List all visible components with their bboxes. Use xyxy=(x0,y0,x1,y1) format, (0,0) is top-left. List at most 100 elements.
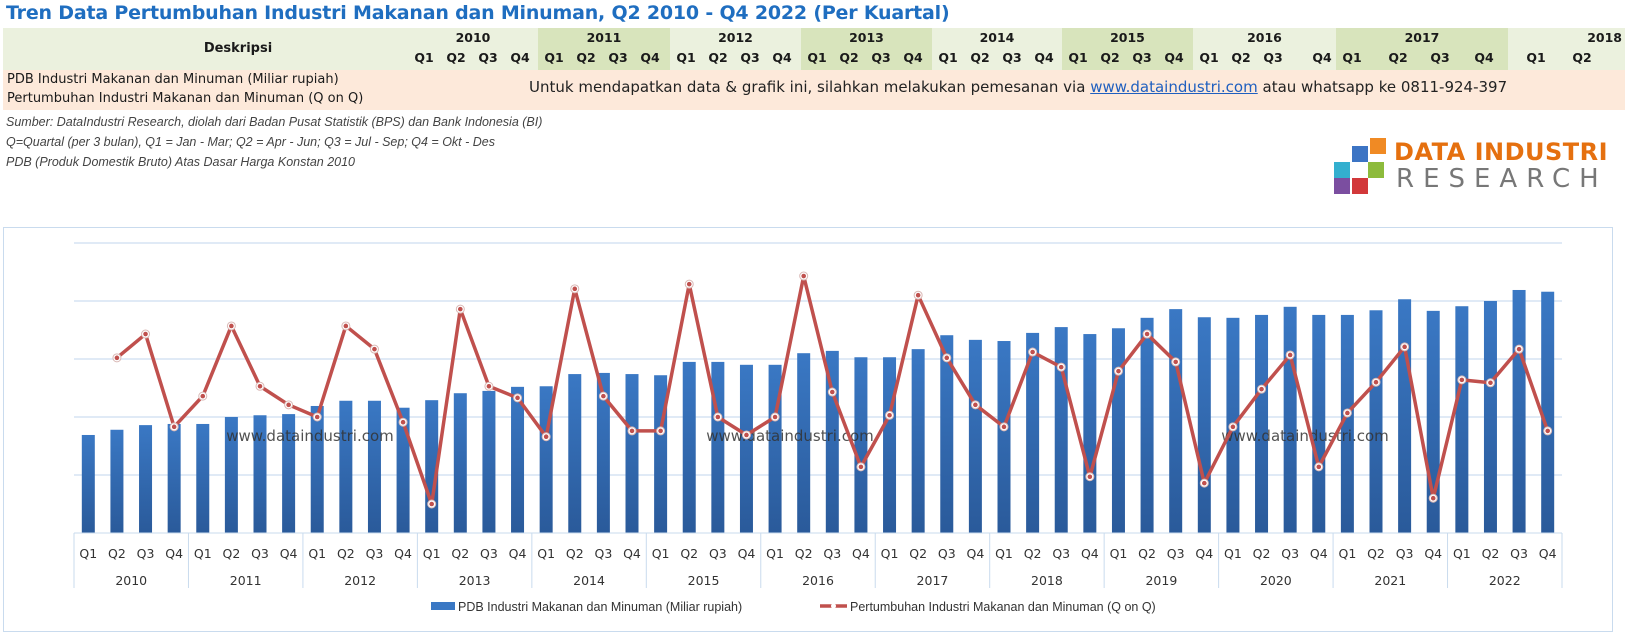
year-group-2018: 2018 Q1 Q2 xyxy=(1508,28,1622,70)
x-tick-label: Q1 xyxy=(995,546,1013,561)
x-tick-label: Q1 xyxy=(308,546,326,561)
x-tick-label: Q1 xyxy=(537,546,555,561)
x-tick-label: Q1 xyxy=(1453,546,1471,561)
x-tick-label: Q3 xyxy=(594,546,612,561)
bar xyxy=(482,390,496,533)
x-tick-label: Q3 xyxy=(1052,546,1070,561)
quarter-label: Q3 xyxy=(1002,50,1022,65)
growth-point-dot xyxy=(658,428,663,434)
year-tick-label: 2019 xyxy=(1145,573,1177,588)
quarter-label: Q1 xyxy=(1342,50,1362,65)
legend-line-label: Pertumbuhan Industri Makanan dan Minuman… xyxy=(850,600,1156,614)
growth-point-dot xyxy=(858,464,864,470)
quarter-label: Q2 xyxy=(576,50,596,65)
quarter-label: Q3 xyxy=(740,50,760,65)
year-tick-label: 2018 xyxy=(1031,573,1063,588)
growth-point-dot xyxy=(143,331,148,337)
quarter-label: Q1 xyxy=(676,50,696,65)
x-tick-label: Q2 xyxy=(1367,546,1385,561)
bar xyxy=(1255,314,1269,533)
x-tick-label: Q3 xyxy=(709,546,727,561)
quarter-label: Q4 xyxy=(1312,50,1332,65)
year-tick-label: 2012 xyxy=(344,573,376,588)
quarter-label: Q4 xyxy=(772,50,792,65)
x-tick-label: Q2 xyxy=(1482,546,1500,561)
year-label: 2016 xyxy=(1247,30,1282,45)
pdb-note: PDB (Produk Domestik Bruto) Atas Dasar H… xyxy=(6,155,355,169)
bar xyxy=(1512,289,1526,533)
year-label: 2014 xyxy=(979,30,1015,45)
bar xyxy=(739,364,753,533)
growth-point-dot xyxy=(830,389,835,395)
dataindustri-link[interactable]: www.dataindustri.com xyxy=(1090,78,1258,96)
row-growth-label: Pertumbuhan Industri Makanan dan Minuman… xyxy=(7,91,364,106)
page-title: Tren Data Pertumbuhan Industri Makanan d… xyxy=(6,2,950,24)
x-tick-label: Q1 xyxy=(1110,546,1128,561)
year-group-2012: 2012 Q1 Q2 Q3 Q4 xyxy=(670,28,801,70)
quarter-label: Q2 xyxy=(708,50,728,65)
growth-point-dot xyxy=(543,434,549,440)
message-prefix: Untuk mendapatkan data & grafik ini, sil… xyxy=(529,78,1091,96)
x-tick-label: Q3 xyxy=(251,546,269,561)
x-tick-label: Q4 xyxy=(1081,546,1099,561)
x-tick-label: Q3 xyxy=(1167,546,1185,561)
bar xyxy=(1483,301,1497,533)
x-tick-label: Q3 xyxy=(366,546,384,561)
quarter-label: Q2 xyxy=(839,50,859,65)
growth-point-dot xyxy=(1230,424,1236,430)
bar xyxy=(1312,314,1326,533)
bar xyxy=(224,417,238,533)
growth-point-dot xyxy=(486,383,492,389)
growth-point-dot xyxy=(686,281,692,287)
x-tick-label: Q1 xyxy=(79,546,97,561)
growth-point-dot xyxy=(200,393,206,399)
message-suffix: atau whatsapp ke 0811-924-397 xyxy=(1257,78,1508,96)
quarter-label: Q2 xyxy=(446,50,466,65)
growth-point-dot xyxy=(1287,352,1293,358)
year-label: 2017 xyxy=(1404,30,1440,45)
bar xyxy=(854,357,868,533)
quarter-label: Q1 xyxy=(414,50,434,65)
bar xyxy=(1369,310,1383,533)
growth-point-dot xyxy=(1144,331,1150,337)
bar xyxy=(1169,309,1183,533)
bar xyxy=(596,372,610,533)
logo-text-line2: RESEARCH xyxy=(1396,164,1608,194)
growth-point-dot xyxy=(1430,495,1436,501)
x-tick-label: Q4 xyxy=(165,546,183,561)
x-tick-label: Q2 xyxy=(1253,546,1271,561)
watermark: www.dataindustri.com xyxy=(226,427,394,445)
legend-bar-label: PDB Industri Makanan dan Minuman (Miliar… xyxy=(458,600,742,614)
quarter-label: Q3 xyxy=(1263,50,1283,65)
x-tick-label: Q4 xyxy=(623,546,641,561)
chart-frame xyxy=(3,227,1613,632)
quarter-label: Q1 xyxy=(1526,50,1546,65)
bar xyxy=(711,361,725,533)
x-tick-label: Q2 xyxy=(680,546,698,561)
growth-point-dot xyxy=(458,306,463,312)
logo: DATA INDUSTRI RESEARCH xyxy=(1330,138,1620,198)
bar xyxy=(1140,317,1154,533)
quarter-label: Q3 xyxy=(608,50,628,65)
growth-point-dot xyxy=(772,414,778,420)
x-tick-label: Q2 xyxy=(108,546,126,561)
year-label: 2012 xyxy=(718,30,753,45)
growth-point-dot xyxy=(1202,480,1207,486)
quarter-label: Q1 xyxy=(1199,50,1219,65)
bar xyxy=(940,335,954,533)
x-tick-label: Q1 xyxy=(194,546,212,561)
year-group-2014: 2014 Q1 Q2 Q3 Q4 xyxy=(932,28,1062,70)
quarter-label: Q1 xyxy=(807,50,827,65)
bar xyxy=(1026,332,1040,533)
quarter-label: Q4 xyxy=(1474,50,1494,65)
bar xyxy=(1398,299,1412,533)
year-group-2011: 2011 Q1 Q2 Q3 Q4 xyxy=(538,28,670,70)
quarter-label: Q1 xyxy=(938,50,958,65)
growth-point-dot xyxy=(1058,364,1064,370)
x-tick-label: Q2 xyxy=(1138,546,1156,561)
bar xyxy=(968,339,982,533)
year-group-2017: 2017 Q1 Q2 Q3 Q4 xyxy=(1336,28,1508,70)
growth-point-dot xyxy=(944,355,950,361)
quarter-label: Q4 xyxy=(640,50,660,65)
